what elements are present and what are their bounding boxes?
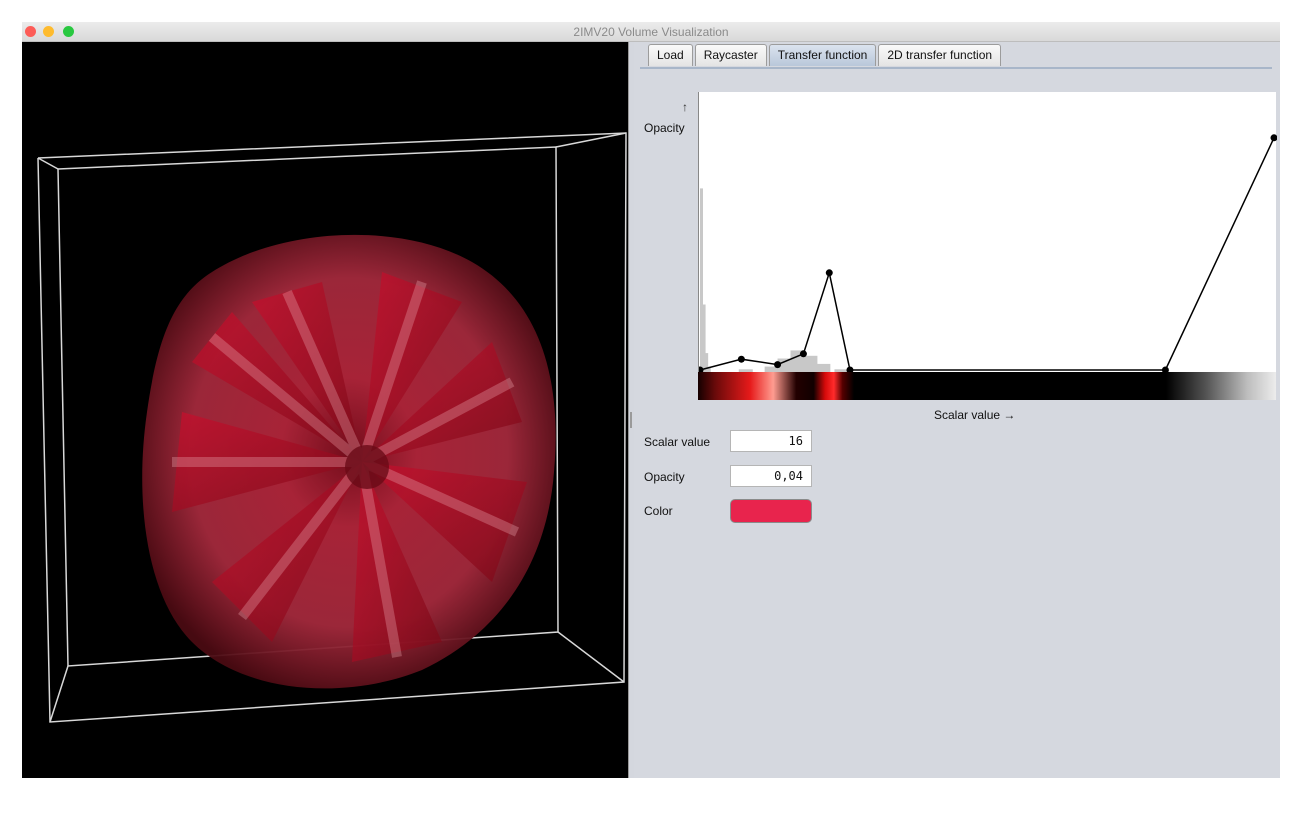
control-point[interactable]	[1270, 134, 1278, 142]
histogram-bar	[803, 355, 818, 372]
tab-transfer-function[interactable]: Transfer function	[768, 44, 877, 66]
tab-bar: Load Raycaster Transfer function 2D tran…	[648, 44, 1003, 68]
control-panel: Load Raycaster Transfer function 2D tran…	[634, 42, 1280, 778]
color-map-bar	[698, 372, 1276, 400]
minimize-window-button[interactable]	[43, 26, 54, 37]
histogram-bar	[764, 366, 779, 372]
app-window: 2IMV20 Volume Visualization	[22, 22, 1280, 778]
control-point[interactable]	[774, 361, 782, 369]
scalar-value-field[interactable]: 16	[730, 430, 812, 452]
divider-grip[interactable]	[630, 412, 632, 428]
y-axis-arrow: ↑	[682, 100, 688, 114]
histogram	[700, 188, 849, 372]
color-label: Color	[644, 504, 673, 518]
control-point[interactable]	[846, 366, 854, 373]
opacity-label: Opacity	[644, 470, 685, 484]
maximize-window-button[interactable]	[63, 26, 74, 37]
opacity-field[interactable]: 0,04	[730, 465, 812, 487]
scalar-value-label: Scalar value	[644, 435, 711, 449]
histogram-bar	[700, 188, 703, 372]
transfer-function-editor: ↑ Opacity Scalar value →	[634, 72, 1280, 422]
color-picker-button[interactable]	[730, 499, 812, 523]
histogram-bar	[777, 358, 792, 372]
tab-load[interactable]: Load	[648, 44, 693, 66]
control-point[interactable]	[799, 350, 807, 358]
volume-render-view[interactable]	[22, 42, 628, 778]
rendered-orange-volume	[142, 234, 556, 689]
control-point[interactable]	[699, 366, 704, 373]
opacity-curve	[699, 137, 1275, 371]
bounding-box	[37, 132, 627, 723]
y-axis-label: Opacity	[644, 121, 685, 135]
histogram-bar	[738, 369, 753, 372]
histogram-bar	[834, 369, 849, 372]
volume-render-canvas[interactable]	[22, 42, 628, 778]
transfer-function-canvas[interactable]	[699, 92, 1277, 372]
control-point[interactable]	[825, 269, 833, 277]
window-title: 2IMV20 Volume Visualization	[573, 25, 729, 39]
histogram-bar	[705, 353, 709, 372]
control-point[interactable]	[1161, 366, 1169, 373]
histogram-bar	[816, 363, 831, 372]
histogram-bar	[702, 304, 706, 372]
histogram-bar	[707, 366, 711, 372]
split-pane-divider[interactable]	[628, 42, 634, 778]
transfer-function-plot[interactable]	[698, 92, 1277, 372]
close-window-button[interactable]	[25, 26, 36, 37]
tab-raycaster[interactable]: Raycaster	[694, 44, 767, 66]
tab-underline	[640, 67, 1272, 69]
x-axis-label: Scalar value →	[934, 408, 1016, 422]
title-bar[interactable]: 2IMV20 Volume Visualization	[22, 22, 1280, 42]
control-point[interactable]	[737, 355, 745, 363]
tab-2d-transfer-function[interactable]: 2D transfer function	[878, 44, 1002, 66]
